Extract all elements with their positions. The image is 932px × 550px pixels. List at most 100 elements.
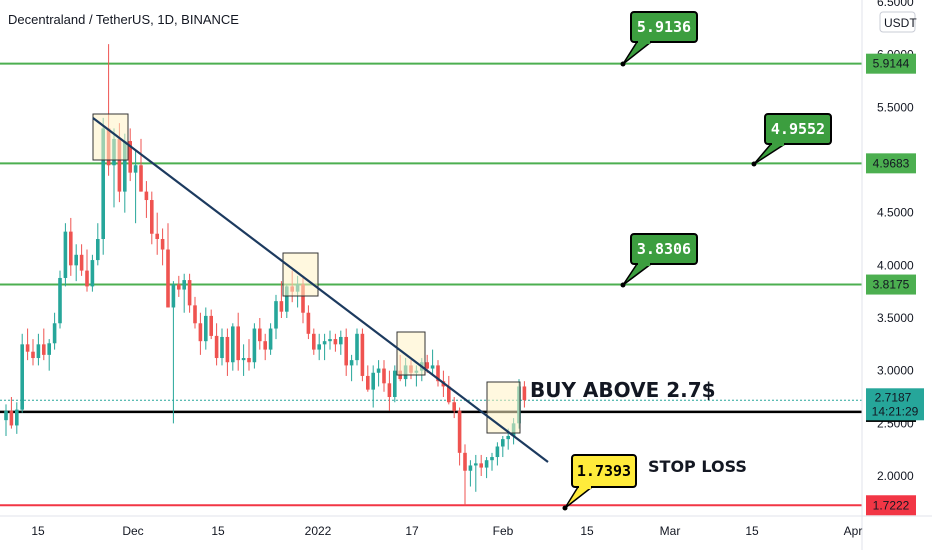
candle-body bbox=[204, 315, 208, 342]
candle-body bbox=[393, 370, 397, 397]
price-tick-label: 5.5000 bbox=[877, 100, 914, 114]
candle bbox=[501, 435, 505, 458]
candle bbox=[31, 339, 35, 366]
candle-body bbox=[317, 344, 321, 350]
price-tick-label: 3.0000 bbox=[877, 364, 914, 378]
callout-joint bbox=[638, 262, 650, 266]
candle bbox=[155, 212, 159, 255]
time-tick-label: 15 bbox=[31, 524, 45, 538]
time-tick-label: Feb bbox=[493, 524, 514, 538]
candle-body bbox=[117, 138, 122, 192]
candle bbox=[252, 323, 257, 369]
candle bbox=[328, 330, 332, 350]
candle bbox=[360, 328, 365, 382]
candle-body bbox=[430, 365, 435, 369]
callout-anchor-dot bbox=[620, 61, 626, 67]
level-price-label: 3.8175 bbox=[873, 278, 910, 292]
candle bbox=[63, 223, 68, 287]
candle-body bbox=[171, 284, 176, 308]
candle-body bbox=[495, 446, 500, 458]
candle bbox=[247, 339, 251, 371]
candle-body bbox=[322, 341, 327, 345]
candle-body bbox=[366, 375, 370, 390]
candle-body bbox=[490, 457, 494, 461]
candle-body bbox=[387, 383, 392, 397]
candle-body bbox=[252, 328, 257, 363]
candle bbox=[430, 349, 435, 376]
candle-body bbox=[328, 339, 332, 342]
price-callout: 4.9552 bbox=[751, 113, 832, 167]
candle-body bbox=[85, 270, 89, 287]
candle bbox=[9, 397, 14, 429]
candle bbox=[96, 223, 100, 266]
trendline bbox=[92, 117, 549, 463]
time-axis[interactable]: 15 Dec 15 2022 17 Feb 15 Mar 15 Apr bbox=[0, 515, 932, 538]
candle bbox=[209, 309, 213, 340]
callout-box bbox=[764, 113, 832, 145]
callout-label: 1.7393 bbox=[577, 462, 631, 480]
level-price-tag bbox=[866, 274, 916, 295]
candle-body bbox=[447, 386, 451, 403]
price-axis[interactable]: 6.50006.00005.50005.00004.50004.00003.50… bbox=[861, 0, 932, 550]
candle bbox=[4, 404, 8, 436]
callout-joint bbox=[579, 485, 591, 489]
candle-body bbox=[209, 315, 213, 336]
callout-box bbox=[630, 11, 698, 43]
candle-body bbox=[177, 284, 181, 290]
level-price-tag bbox=[866, 153, 916, 174]
candle-body bbox=[139, 165, 143, 192]
candle-body bbox=[150, 200, 154, 234]
horizontal-levels bbox=[0, 62, 862, 507]
currency-badge-box bbox=[879, 11, 916, 33]
callout-label: 4.9552 bbox=[771, 120, 825, 138]
candle bbox=[69, 217, 73, 276]
callout-anchor-dot bbox=[620, 282, 626, 288]
candle-body bbox=[468, 465, 473, 471]
price-tick-label: 4.0000 bbox=[877, 258, 914, 272]
candle bbox=[52, 312, 57, 350]
price-callout: 1.7393 bbox=[562, 454, 637, 511]
price-tick-label: 3.5000 bbox=[877, 311, 914, 325]
price-tick-label: 4.5000 bbox=[877, 206, 914, 220]
candle bbox=[484, 457, 489, 479]
candle bbox=[42, 328, 46, 361]
candle-body bbox=[263, 341, 267, 350]
candle bbox=[317, 333, 321, 361]
callout-anchor-dot bbox=[751, 161, 757, 167]
candle-body bbox=[268, 328, 273, 350]
candle-body bbox=[160, 239, 165, 250]
callout-joint bbox=[772, 142, 784, 146]
callout-pointer bbox=[622, 263, 652, 286]
candle bbox=[160, 228, 165, 266]
candle-body bbox=[214, 335, 219, 359]
time-tick-label: 15 bbox=[745, 524, 759, 538]
level-price-label: 1.7222 bbox=[873, 498, 910, 512]
price-tick-label: 2.0000 bbox=[877, 469, 914, 483]
last-price-label: 2.7187 bbox=[875, 390, 912, 404]
candle-body bbox=[15, 409, 19, 426]
callout-pointer bbox=[622, 41, 652, 65]
callout-box bbox=[630, 233, 698, 265]
candle bbox=[241, 344, 246, 376]
highlight-box bbox=[396, 331, 426, 376]
candle-body bbox=[42, 344, 46, 355]
candle bbox=[128, 128, 132, 182]
currency-badge[interactable]: USDT bbox=[879, 11, 917, 33]
candle-body bbox=[425, 362, 429, 369]
candle bbox=[225, 328, 230, 376]
candle-body bbox=[187, 280, 192, 306]
candle-body bbox=[452, 402, 456, 411]
callout-box bbox=[571, 454, 637, 488]
candle-body bbox=[155, 233, 159, 239]
candle-body bbox=[52, 323, 57, 344]
candle-body bbox=[247, 358, 251, 363]
candle bbox=[479, 454, 483, 476]
candle-body bbox=[349, 360, 354, 366]
candle-body bbox=[36, 344, 41, 359]
candle-body bbox=[101, 128, 105, 239]
candle-body bbox=[501, 439, 505, 447]
candle-body bbox=[220, 336, 224, 359]
candle-body bbox=[484, 460, 489, 468]
candle-body bbox=[20, 344, 24, 410]
